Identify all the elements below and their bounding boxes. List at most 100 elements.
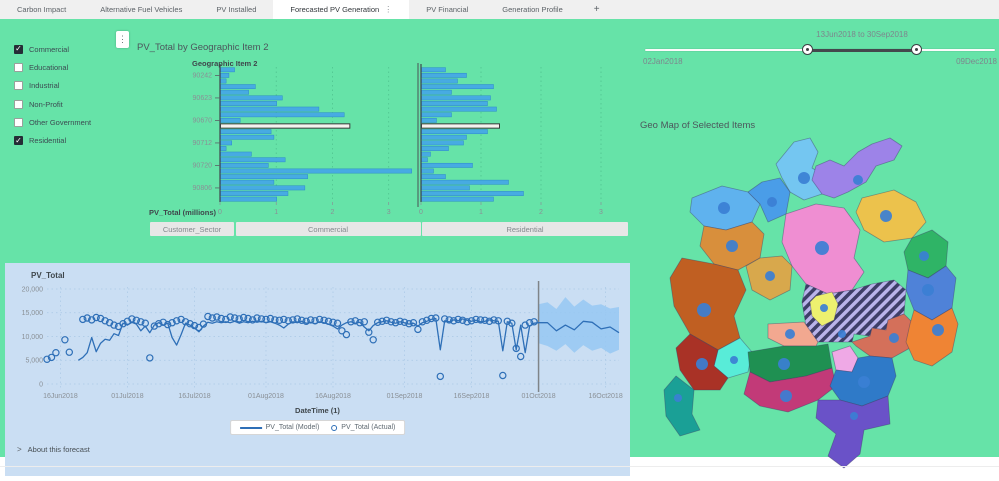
- actual-point[interactable]: [405, 320, 413, 328]
- map-region-teal[interactable]: [663, 375, 701, 437]
- actual-point[interactable]: [494, 317, 502, 325]
- actual-point[interactable]: [463, 318, 471, 326]
- actual-point[interactable]: [333, 319, 342, 327]
- actual-point[interactable]: [199, 320, 208, 328]
- actual-point[interactable]: [450, 317, 458, 325]
- actual-point[interactable]: [387, 318, 395, 326]
- actual-point[interactable]: [83, 314, 91, 322]
- bar-commercial-22[interactable]: [220, 191, 289, 196]
- actual-point[interactable]: [235, 315, 243, 323]
- actual-point[interactable]: [79, 315, 87, 324]
- bar-residential-8[interactable]: [421, 112, 452, 118]
- bar-commercial-13[interactable]: [220, 140, 232, 146]
- map-region-magenta[interactable]: [743, 367, 837, 413]
- bar-commercial-1[interactable]: [220, 72, 230, 78]
- bar-residential-22[interactable]: [421, 191, 524, 196]
- map-bubble-blue[interactable]: [858, 376, 870, 388]
- map-bubble-mint[interactable]: [730, 356, 738, 364]
- actual-point[interactable]: [481, 316, 489, 325]
- actual-point[interactable]: [530, 318, 538, 326]
- bar-residential-18[interactable]: [421, 168, 434, 174]
- tab-pv-financial[interactable]: PV Financial: [409, 0, 485, 19]
- bar-residential-5[interactable]: [421, 95, 491, 101]
- actual-point[interactable]: [342, 330, 351, 339]
- bar-residential-10[interactable]: [421, 123, 500, 129]
- actual-point[interactable]: [467, 317, 476, 325]
- actual-point[interactable]: [472, 315, 480, 324]
- actual-point[interactable]: [186, 320, 194, 328]
- actual-point[interactable]: [458, 316, 467, 325]
- bar-residential-3[interactable]: [421, 84, 494, 90]
- actual-point[interactable]: [289, 316, 297, 324]
- map-bubble-tan[interactable]: [726, 240, 738, 252]
- checkbox-educational[interactable]: [14, 62, 23, 72]
- actual-point[interactable]: [369, 336, 377, 344]
- actual-point[interactable]: [190, 321, 199, 330]
- bar-residential-12[interactable]: [421, 134, 467, 140]
- actual-point[interactable]: [365, 328, 373, 336]
- checkbox-non-profit[interactable]: [14, 99, 23, 109]
- actual-point[interactable]: [360, 318, 368, 326]
- actual-point[interactable]: [43, 355, 51, 364]
- actual-point[interactable]: [525, 319, 534, 327]
- actual-point[interactable]: [208, 314, 216, 322]
- bar-residential-16[interactable]: [421, 157, 428, 163]
- actual-point[interactable]: [132, 316, 141, 325]
- actual-point[interactable]: [65, 348, 74, 356]
- actual-point[interactable]: [253, 314, 261, 322]
- actual-point[interactable]: [262, 315, 270, 324]
- actual-point[interactable]: [427, 314, 435, 323]
- map-bubble-upper-mid-blue[interactable]: [767, 197, 777, 207]
- actual-point[interactable]: [517, 352, 525, 361]
- actual-point[interactable]: [436, 372, 444, 381]
- actual-point[interactable]: [47, 353, 56, 362]
- bar-commercial-17[interactable]: [220, 162, 269, 168]
- actual-point[interactable]: [485, 317, 494, 326]
- actual-point[interactable]: [128, 315, 136, 323]
- bar-residential-19[interactable]: [421, 174, 446, 180]
- actual-point[interactable]: [432, 314, 440, 322]
- bar-residential-4[interactable]: [421, 89, 452, 95]
- bar-residential-9[interactable]: [421, 117, 437, 123]
- bar-residential-2[interactable]: [421, 78, 458, 84]
- actual-point[interactable]: [181, 318, 190, 326]
- slider-selected-range[interactable]: [807, 48, 917, 52]
- map-region-violet[interactable]: [815, 395, 891, 469]
- bar-residential-14[interactable]: [421, 146, 449, 151]
- actual-point[interactable]: [329, 318, 337, 327]
- bar-commercial-19[interactable]: [220, 174, 308, 180]
- bar-residential-21[interactable]: [421, 185, 470, 191]
- add-tab-button[interactable]: +: [593, 4, 600, 15]
- tab-generation-profile[interactable]: Generation Profile: [485, 0, 579, 19]
- actual-point[interactable]: [168, 319, 176, 327]
- bar-residential-7[interactable]: [421, 106, 497, 112]
- map-bubble-yellow[interactable]: [820, 304, 828, 312]
- map-bubble-forest[interactable]: [778, 358, 790, 370]
- actual-point[interactable]: [499, 371, 507, 380]
- bar-residential-20[interactable]: [421, 179, 509, 185]
- actual-point[interactable]: [154, 320, 163, 328]
- map-bubble-selected-hatched[interactable]: [838, 330, 846, 338]
- bar-commercial-3[interactable]: [220, 84, 256, 90]
- bar-commercial-9[interactable]: [220, 117, 241, 123]
- actual-point[interactable]: [204, 312, 212, 321]
- actual-point[interactable]: [374, 318, 382, 327]
- actual-point[interactable]: [400, 318, 409, 327]
- map-bubble-upper-left-blue[interactable]: [718, 202, 730, 214]
- bar-residential-17[interactable]: [421, 162, 473, 168]
- actual-point[interactable]: [396, 317, 404, 326]
- actual-point[interactable]: [257, 315, 266, 323]
- actual-point[interactable]: [423, 316, 431, 325]
- tab-forecasted-pv-generation[interactable]: Forecasted PV Generation ⋮: [273, 0, 410, 19]
- actual-point[interactable]: [239, 313, 248, 322]
- bar-residential-1[interactable]: [421, 72, 467, 78]
- actual-point[interactable]: [311, 317, 319, 325]
- bar-commercial-15[interactable]: [220, 151, 252, 157]
- bar-commercial-21[interactable]: [220, 185, 306, 191]
- checkbox-other-government[interactable]: [14, 117, 23, 127]
- map-bubble-cornflower[interactable]: [922, 284, 934, 296]
- map-bubble-magenta[interactable]: [780, 390, 792, 402]
- actual-point[interactable]: [382, 316, 391, 325]
- actual-point[interactable]: [61, 336, 69, 344]
- bar-commercial-23[interactable]: [220, 196, 277, 202]
